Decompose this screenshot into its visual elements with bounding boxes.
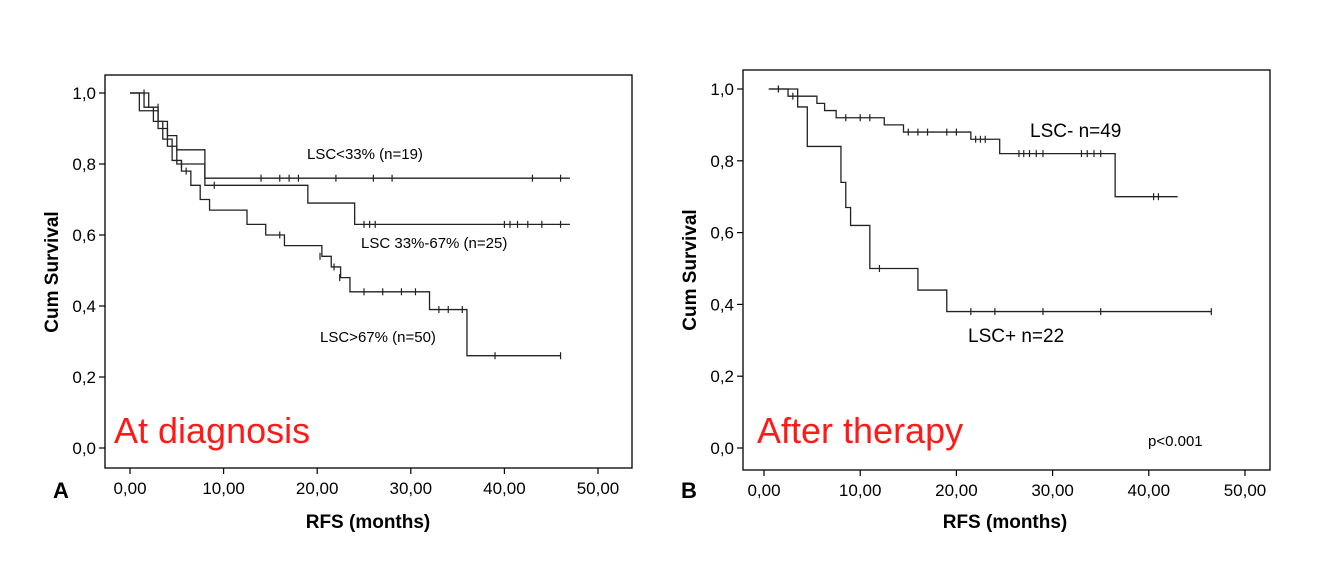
panel-a-curves <box>130 89 570 360</box>
x-tick-label: 50,00 <box>577 479 620 498</box>
km-curve-series-2 <box>130 92 561 357</box>
x-tick-label: 40,00 <box>1128 481 1171 500</box>
x-tick-label: 10,00 <box>202 479 245 498</box>
y-tick-label: 0,0 <box>72 439 96 458</box>
panel-a-label: A <box>53 478 69 503</box>
panel-a-y-axis-label: Cum Survival <box>42 211 63 332</box>
y-tick-label: 1,0 <box>710 80 734 99</box>
x-tick-label: 20,00 <box>296 479 339 498</box>
panel-a-annotation-low: LSC<33% (n=19) <box>307 146 423 163</box>
y-tick-label: 0,4 <box>72 297 96 316</box>
panel-a-annotation-high: LSC>67% (n=50) <box>320 329 436 346</box>
x-tick-label: 50,00 <box>1224 481 1267 500</box>
x-tick-label: 40,00 <box>483 479 526 498</box>
y-tick-label: 0,6 <box>72 226 96 245</box>
panel-b-x-axis-label: RFS (months) <box>943 512 1068 533</box>
km-curve-series-1 <box>768 88 1212 313</box>
panel-b-y-ticks: 0,0 0,2 0,4 0,6 0,8 1,0 <box>710 80 743 458</box>
panel-b-annotation-neg: LSC- n=49 <box>1030 121 1121 142</box>
y-tick-label: 1,0 <box>72 84 96 103</box>
panel-b-y-axis-label: Cum Survival <box>680 209 701 330</box>
panel-a-plot-frame <box>104 74 633 469</box>
panel-a-y-ticks: 0,0 0,2 0,4 0,6 0,8 1,0 <box>72 84 105 458</box>
panel-a: 0,0 0,2 0,4 0,6 0,8 1,0 0,00 10,00 20,00 30,00 40… <box>42 74 633 533</box>
x-tick-label: 0,00 <box>113 479 146 498</box>
y-tick-label: 0,4 <box>710 295 734 314</box>
km-curve-series-0 <box>768 88 1178 198</box>
x-tick-label: 0,00 <box>747 481 780 500</box>
panel-b-plot-frame <box>742 69 1271 471</box>
panel-b-overlay-title: After therapy <box>757 410 963 451</box>
y-tick-label: 0,8 <box>72 155 96 174</box>
panel-b-curves <box>768 85 1212 316</box>
panel-b-annotation-pos: LSC+ n=22 <box>968 326 1064 347</box>
x-tick-label: 30,00 <box>390 479 433 498</box>
y-tick-label: 0,0 <box>710 439 734 458</box>
panel-a-annotation-mid: LSC 33%-67% (n=25) <box>361 235 507 252</box>
panel-a-x-ticks: 0,00 10,00 20,00 30,00 40,00 50,00 <box>113 468 619 498</box>
panel-a-overlay-title: At diagnosis <box>114 410 310 451</box>
y-tick-label: 0,2 <box>72 368 96 387</box>
panel-b-p-value: p<0.001 <box>1148 433 1203 450</box>
x-tick-label: 10,00 <box>839 481 882 500</box>
x-tick-label: 30,00 <box>1031 481 1074 500</box>
panel-b: 0,0 0,2 0,4 0,6 0,8 1,0 0,00 10,00 20,00 30,00 40… <box>680 69 1271 533</box>
panel-a-x-axis-label: RFS (months) <box>306 512 431 533</box>
panel-b-x-ticks: 0,00 10,00 20,00 30,00 40,00 50,00 <box>747 470 1266 500</box>
y-tick-label: 0,6 <box>710 224 734 243</box>
y-tick-label: 0,2 <box>710 367 734 386</box>
y-tick-label: 0,8 <box>710 152 734 171</box>
x-tick-label: 20,00 <box>935 481 978 500</box>
panel-b-label: B <box>681 478 697 503</box>
